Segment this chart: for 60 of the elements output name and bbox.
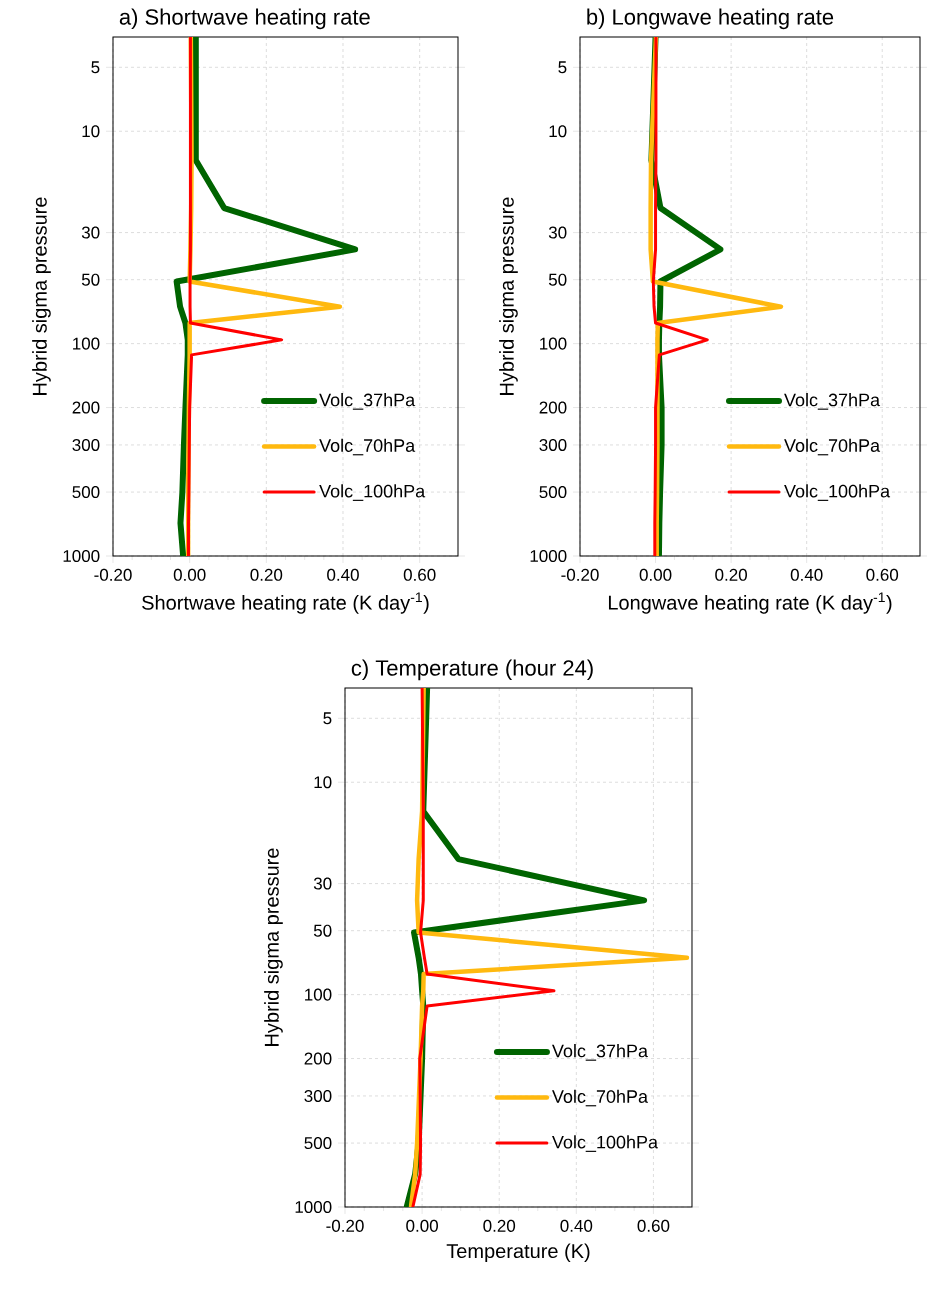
y-axis-title: Hybrid sigma pressure [32,197,51,395]
legend-label: Volc_70hPa [784,438,881,456]
legend-label: Volc_37hPa [551,1044,648,1061]
y-tick-label: 300 [304,1089,332,1102]
x-tick-label: 0.40 [327,568,359,581]
legend-label: Volc_37hPa [784,393,881,410]
y-tick-label: 200 [72,401,100,414]
x-tick-label: -0.20 [561,568,599,581]
y-tick-label: 100 [305,988,332,1001]
y-tick-label: 30 [313,877,332,890]
y-tick-label: 30 [81,226,100,239]
y-tick-label: 500 [539,486,567,499]
legend-label: Volc_70hPa [551,1089,648,1107]
y-tick-label: 10 [549,125,567,138]
x-axis-title: Shortwave heating rate (K day$^{-1}$) [142,592,429,614]
x-tick-label: 0.00 [173,568,206,581]
y-tick-label: 500 [72,486,100,499]
y-tick-label: 50 [548,273,567,286]
y-tick-label: 100 [540,337,567,350]
y-axis-title: Hybrid sigma pressure [499,197,518,395]
x-tick-label: 0.60 [866,568,899,581]
x-tick-label: 0.20 [715,568,747,581]
y-tick-label: 5 [323,712,332,725]
y-tick-label: 30 [548,226,567,239]
x-tick-label: 0.60 [403,568,436,581]
x-tick-label: 0.00 [639,568,672,581]
x-axis-title: Temperature (K) [446,1243,590,1263]
legend-label: Volc_70hPa [319,438,416,456]
x-tick-label: -0.20 [326,1219,364,1232]
y-tick-label: 1000 [295,1200,332,1214]
legend-label: Volc_100hPa [551,1135,658,1152]
x-tick-label: 0.20 [250,568,283,581]
x-tick-label: -0.20 [94,568,132,581]
y-tick-label: 300 [72,438,100,451]
legend-label: Volc_37hPa [319,393,416,410]
y-tick-label: 1000 [530,549,567,563]
chart-title: c) Temperature (hour 24) [351,659,593,681]
y-axis-title: Hybrid sigma pressure [264,848,283,1046]
y-tick-label: 100 [73,337,100,350]
y-tick-label: 10 [314,776,332,789]
y-tick-label: 300 [539,438,567,451]
y-tick-label: 5 [91,61,100,74]
x-tick-label: 0.00 [406,1219,438,1232]
y-tick-label: 200 [304,1052,332,1065]
x-tick-label: 0.20 [483,1219,516,1232]
x-tick-label: 0.40 [790,568,823,581]
y-tick-label: 10 [82,125,100,138]
y-tick-label: 200 [539,401,567,414]
x-tick-label: 0.60 [637,1219,670,1232]
chart-title: b) Longwave heating rate [587,8,834,30]
chart-title: a) Shortwave heating rate [119,8,370,30]
y-tick-label: 50 [81,273,100,286]
y-tick-label: 500 [304,1137,332,1150]
legend-label: Volc_100hPa [784,484,891,501]
x-tick-label: 0.40 [560,1219,593,1232]
y-tick-label: 1000 [63,549,100,563]
y-tick-label: 5 [558,61,567,74]
x-axis-title: Longwave heating rate (K day$^{-1}$) [608,592,892,614]
legend-label: Volc_100hPa [319,484,426,501]
y-tick-label: 50 [313,924,332,937]
